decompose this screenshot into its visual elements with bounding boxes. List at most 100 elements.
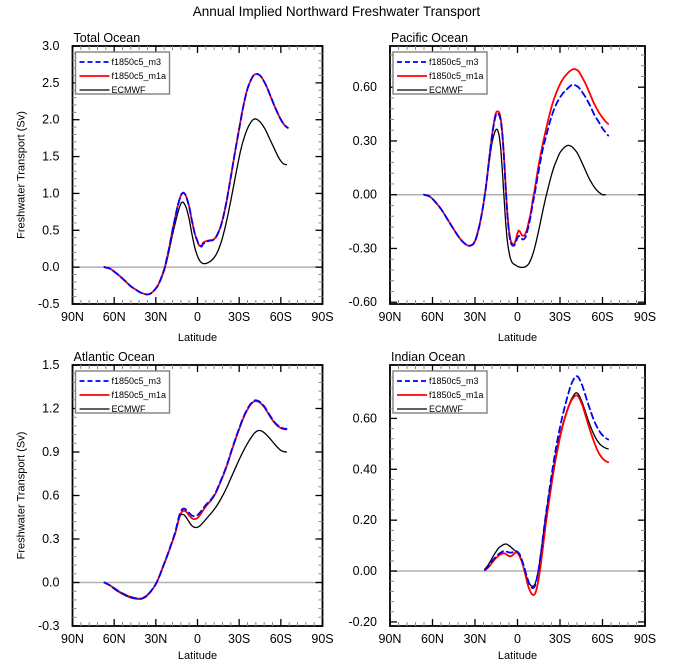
series-f1850c5_m1a [423, 68, 610, 247]
y-axis-label: Freshwater Transport (Sv) [16, 432, 28, 560]
panel-atlantic-ocean: 90N 60N 30N 0 30S 60S 90S -0.3 0.0 0.3 0.6 0.9 1.2 1.… [16, 350, 334, 662]
x-tick-label: 0 [194, 310, 201, 324]
x-tick-label: 90N [379, 632, 402, 646]
y-tick-label: 0.00 [353, 188, 377, 202]
y-tick-label: 0.9 [42, 445, 59, 459]
y-axis: -0.20 0.00 0.20 0.40 0.60 [349, 377, 645, 629]
legend: f1850c5_m3 f1850c5_m1a ECMWF [74, 51, 171, 95]
x-tick-label: 60N [103, 310, 126, 324]
series-f1850c5_m3 [423, 83, 610, 247]
series-group [103, 73, 289, 296]
series-group [103, 399, 288, 600]
x-tick-label: 60N [103, 632, 126, 646]
y-tick-label: 1.5 [42, 358, 59, 372]
panel-pacific-ocean: 90N 60N 30N 0 30S 60S 90S -0.60 -0.30 0.00 0.30 0.6… [349, 31, 657, 344]
y-tick-label: 0.5 [42, 223, 59, 237]
x-tick-label: 30S [228, 310, 250, 324]
y-tick-label: -0.20 [349, 615, 378, 629]
legend-box [392, 370, 488, 414]
legend-box [74, 51, 171, 95]
panel-title: Indian Ocean [391, 350, 465, 364]
y-tick-label: 0.0 [42, 260, 59, 274]
y-tick-label: -0.3 [38, 619, 60, 633]
series-group [484, 375, 610, 596]
y-tick-label: 0.6 [42, 489, 59, 503]
y-tick-label: -0.30 [349, 241, 378, 255]
legend-label: ECMWF [112, 404, 146, 414]
panel-title: Total Ocean [74, 31, 141, 45]
series-group [423, 68, 610, 269]
legend-label: ECMWF [429, 404, 463, 414]
legend-label: ECMWF [112, 85, 146, 95]
legend-label: f1850c5_m3 [429, 57, 479, 67]
x-tick-label: 30S [549, 632, 571, 646]
x-tick-label: 0 [514, 310, 521, 324]
legend: f1850c5_m3 f1850c5_m1a ECMWF [392, 370, 488, 414]
x-tick-label: 30N [464, 310, 487, 324]
x-tick-label: 30S [549, 310, 571, 324]
x-tick-label: 90S [634, 310, 656, 324]
y-tick-label: -0.60 [349, 295, 378, 309]
legend-label: f1850c5_m1a [429, 390, 484, 400]
x-tick-label: 60S [270, 310, 292, 324]
x-axis-label: Latitude [498, 332, 537, 344]
y-tick-label: 0.40 [353, 462, 377, 476]
y-tick-label: 0.0 [42, 576, 59, 590]
x-axis-label: Latitude [498, 650, 537, 662]
x-axis-label: Latitude [178, 650, 217, 662]
series-f1850c5_m1a [103, 73, 289, 296]
y-tick-label: 3.0 [42, 39, 59, 53]
legend-box [392, 51, 488, 95]
panel-title: Pacific Ocean [391, 31, 468, 45]
x-tick-label: 60S [591, 632, 613, 646]
y-axis: -0.5 0.0 0.5 1.0 1.5 2.0 2.5 3.0 [38, 39, 323, 311]
legend: f1850c5_m3 f1850c5_m1a ECMWF [392, 51, 488, 95]
legend-label: f1850c5_m3 [112, 376, 162, 386]
x-tick-label: 30N [144, 310, 167, 324]
panel-total-ocean: 90N 60N 30N 0 30S 60S 90S -0.5 0.0 0.5 1.0 1.5 2.0 2.… [16, 31, 334, 344]
chart-title: Annual Implied Northward Freshwater Tran… [192, 4, 481, 19]
y-axis: -0.60 -0.30 0.00 0.30 0.60 [349, 54, 645, 309]
legend-box [74, 370, 171, 414]
legend-label: f1850c5_m3 [112, 57, 162, 67]
x-axis-label: Latitude [178, 332, 217, 344]
y-tick-label: 0.30 [353, 134, 377, 148]
x-tick-label: 60N [421, 310, 444, 324]
x-tick-label: 60N [421, 632, 444, 646]
legend-label: f1850c5_m3 [429, 376, 479, 386]
x-axis: 90N 60N 30N 0 30S 60S 90S [61, 46, 334, 324]
x-axis: 90N 60N 30N 0 30S 60S 90S [61, 365, 334, 646]
y-tick-label: 0.60 [353, 411, 377, 425]
y-axis-label: Freshwater Transport (Sv) [16, 111, 28, 239]
y-tick-label: 2.0 [42, 113, 59, 127]
x-tick-label: 60S [591, 310, 613, 324]
y-tick-label: 0.60 [353, 80, 377, 94]
x-tick-label: 90N [61, 632, 84, 646]
series-f1850c5_m3 [103, 73, 289, 296]
x-tick-label: 60S [270, 632, 292, 646]
legend-label: f1850c5_m1a [112, 71, 167, 81]
y-tick-label: 1.5 [42, 150, 59, 164]
y-tick-label: -0.5 [38, 297, 60, 311]
series-ECMWF [103, 429, 288, 600]
legend-label: f1850c5_m1a [112, 390, 167, 400]
y-tick-label: 1.0 [42, 186, 59, 200]
legend-label: f1850c5_m1a [429, 71, 484, 81]
series-f1850c5_m1a [484, 394, 610, 596]
y-axis: -0.3 0.0 0.3 0.6 0.9 1.2 1.5 [38, 358, 323, 633]
x-tick-label: 90S [634, 632, 656, 646]
x-tick-label: 90S [311, 632, 333, 646]
x-tick-label: 30N [144, 632, 167, 646]
y-tick-label: 0.00 [353, 564, 377, 578]
y-tick-label: 1.2 [42, 402, 59, 416]
legend: f1850c5_m3 f1850c5_m1a ECMWF [74, 370, 171, 414]
x-tick-label: 30S [228, 632, 250, 646]
y-tick-label: 0.3 [42, 532, 59, 546]
x-tick-label: 90N [379, 310, 402, 324]
series-ECMWF [484, 392, 609, 588]
x-tick-label: 0 [514, 632, 521, 646]
x-tick-label: 90N [61, 310, 84, 324]
panel-title: Atlantic Ocean [74, 350, 155, 364]
